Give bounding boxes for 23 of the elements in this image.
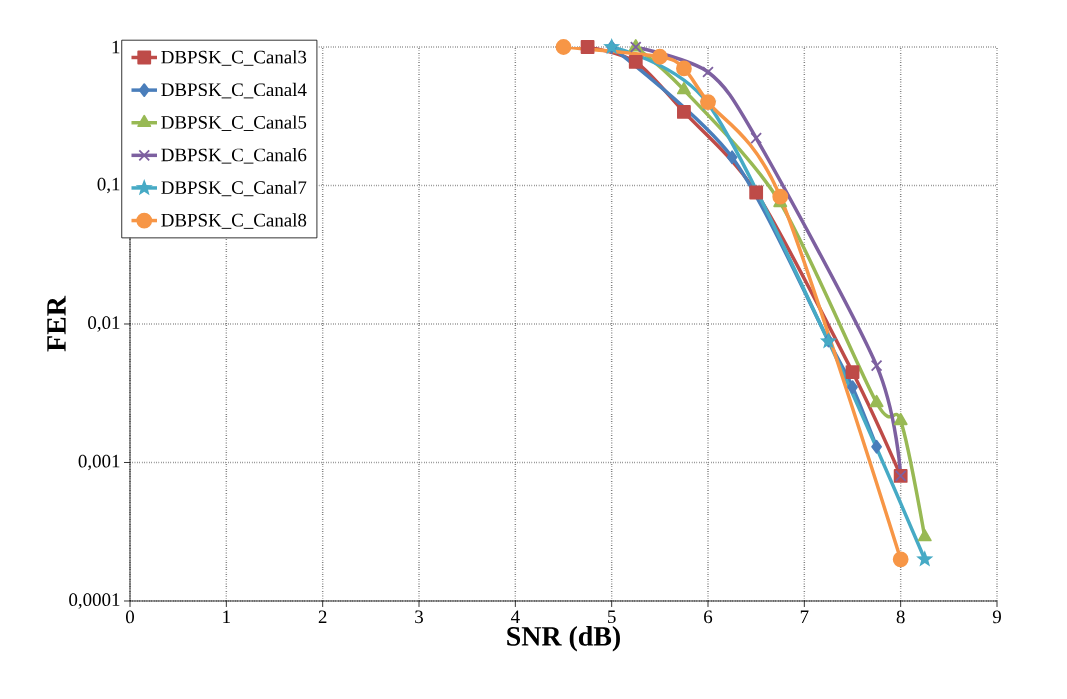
x-tick-label: 2 [318,610,327,624]
y-tick-label: 0,001 [78,454,120,471]
legend-label: DBPSK_C_Canal3 [161,50,307,66]
x-tick-label: 3 [415,610,423,624]
legend-label: DBPSK_C_Canal4 [161,82,307,99]
x-tick-label: 7 [800,610,809,623]
y-tick-label: 0,01 [88,316,120,332]
y-tick-label: 1 [112,40,120,54]
x-axis-title: SNR (dB) [507,626,620,652]
y-tick-label: 0,1 [97,177,120,194]
x-tick-label: 1 [223,610,230,623]
x-tick-label: 8 [896,610,905,624]
x-tick-label: 4 [510,610,520,623]
y-axis-title: FER [47,295,66,352]
x-tick-label: 0 [126,610,135,624]
x-tick-label: 9 [992,610,1001,624]
legend-label: DBPSK_C_Canal8 [161,213,307,229]
legend-label: DBPSK_C_Canal6 [161,148,307,164]
legend-label: DBPSK_C_Canal7 [161,180,307,197]
x-tick-label: 5 [608,610,616,624]
legend-label: DBPSK_C_Canal5 [161,115,307,131]
x-tick-label: 6 [704,610,713,624]
y-tick-label: 0,0001 [69,593,120,609]
